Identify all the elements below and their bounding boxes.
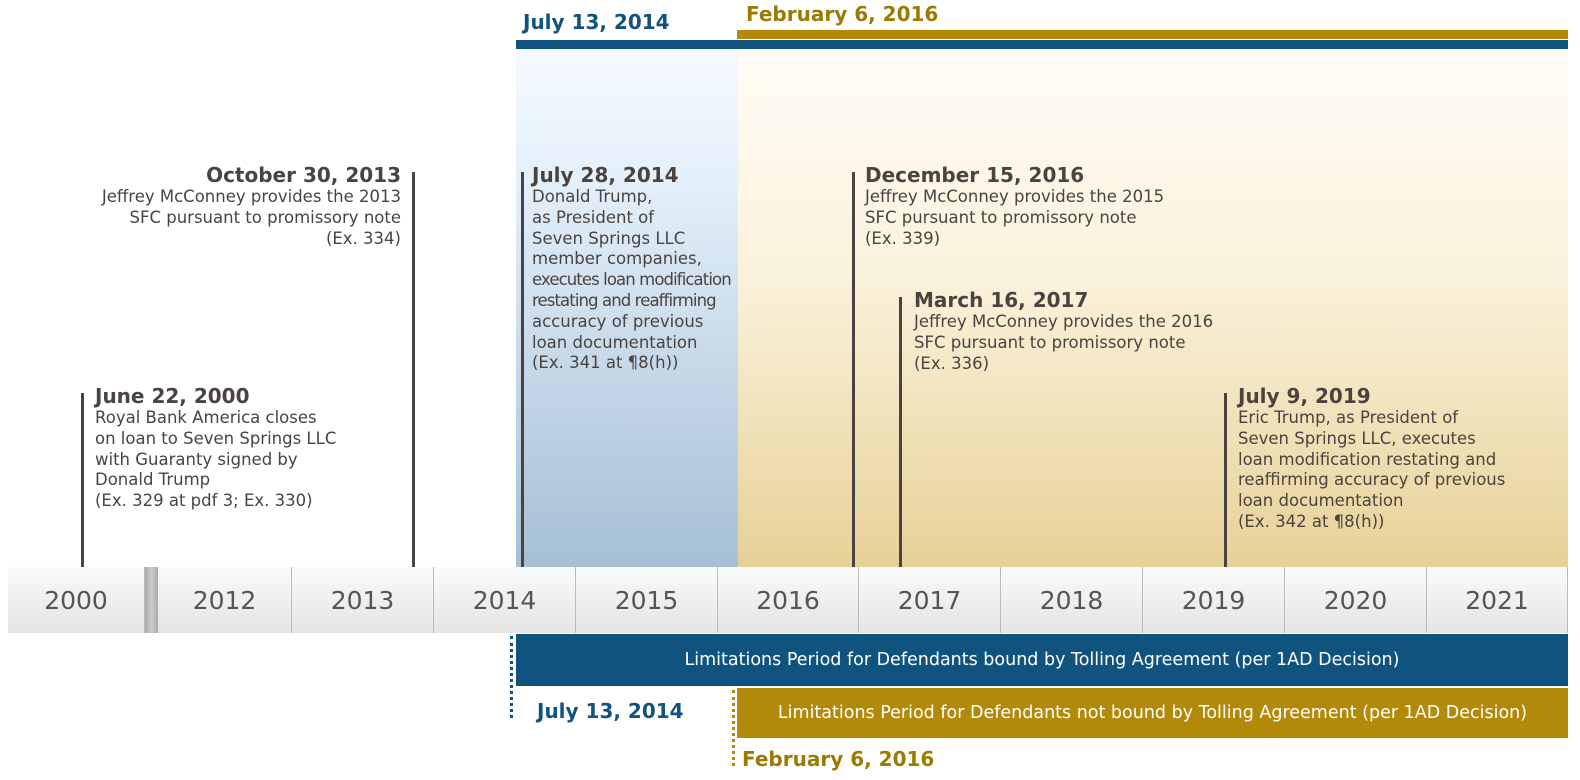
- year-label: 2018: [1001, 567, 1143, 633]
- year-label: 2017: [859, 567, 1001, 633]
- year-label: 2014: [434, 567, 576, 633]
- event-desc: member companies,: [532, 249, 702, 269]
- event-desc: (Ex. 336): [914, 353, 990, 373]
- blue-region: [516, 48, 738, 567]
- event-desc: SFC pursuant to promissory note: [129, 207, 402, 227]
- event-desc: restating and reaffirming: [532, 290, 717, 310]
- event-text: July 9, 2019 Eric Trump, as President of S…: [1238, 384, 1505, 533]
- year-label: 2015: [576, 567, 718, 633]
- event-date: March 16, 2017: [914, 288, 1089, 312]
- event-desc: executes loan modification: [532, 270, 732, 290]
- gold-dotted-line: [732, 690, 735, 766]
- event-desc: accuracy of previous: [532, 311, 704, 331]
- event-desc: (Ex. 342 at ¶8(h)): [1238, 511, 1385, 531]
- gold-period-bar: Limitations Period for Defendants not bo…: [737, 688, 1568, 738]
- event-line: [411, 172, 415, 567]
- gold-top-bar: [737, 30, 1568, 39]
- event-desc: Jeffrey McConney provides the 2013: [101, 187, 401, 206]
- event-text: December 15, 2016 Jeffrey McConney provid…: [865, 163, 1164, 249]
- event-desc: Seven Springs LLC, executes: [1238, 428, 1476, 448]
- event-desc: SFC pursuant to promissory note: [865, 207, 1137, 227]
- event-desc: loan modification restating and: [1238, 449, 1497, 469]
- blue-period-bar: Limitations Period for Defendants bound …: [516, 634, 1568, 686]
- event-desc: (Ex. 329 at pdf 3; Ex. 330): [95, 491, 313, 511]
- event-date: October 30, 2013: [206, 163, 401, 187]
- event-text: March 16, 2017 Jeffrey McConney provides …: [914, 288, 1213, 374]
- event-desc: reaffirming accuracy of previous: [1238, 470, 1506, 490]
- event-desc: Jeffrey McConney provides the 2016: [914, 312, 1214, 331]
- event-desc: (Ex. 341 at ¶8(h)): [532, 353, 679, 373]
- event-desc: (Ex. 339): [865, 228, 941, 248]
- event-line: [851, 172, 855, 567]
- event-text: July 28, 2014 Donald Trump, as President o…: [532, 163, 732, 374]
- year-label: 2019: [1143, 567, 1285, 633]
- event-line: [80, 393, 84, 567]
- event-desc: Jeffrey McConney provides the 2015: [865, 187, 1165, 206]
- event-desc: on loan to Seven Springs LLC: [95, 428, 337, 448]
- year-label: 2012: [158, 567, 292, 633]
- axis-break: [145, 567, 158, 633]
- event-text: October 30, 2013 Jeffrey McConney provide…: [102, 163, 401, 249]
- year-label: 2021: [1427, 567, 1568, 633]
- period-text: Limitations Period for Defendants bound …: [684, 650, 1400, 670]
- event-line: [1223, 393, 1227, 567]
- blue-dotted-line: [510, 636, 513, 718]
- event-desc: Donald Trump,: [532, 187, 653, 206]
- period-date: July 13, 2014: [537, 699, 684, 723]
- event-desc: Donald Trump: [95, 470, 211, 490]
- year-label: 2016: [718, 567, 859, 633]
- event-desc: as President of: [532, 207, 655, 227]
- event-desc: loan documentation: [1238, 491, 1404, 511]
- event-desc: Eric Trump, as President of: [1238, 408, 1459, 427]
- event-line: [520, 172, 524, 567]
- top-marker: February 6, 2016: [746, 2, 939, 26]
- period-text: Limitations Period for Defendants not bo…: [777, 703, 1528, 723]
- blue-top-bar: [516, 40, 1568, 49]
- year-label: 2000: [8, 567, 145, 633]
- year-label: 2020: [1285, 567, 1427, 633]
- top-marker: July 13, 2014: [523, 10, 670, 34]
- event-desc: with Guaranty signed by: [95, 449, 298, 469]
- period-date: February 6, 2016: [742, 747, 935, 771]
- year-label: 2013: [292, 567, 434, 633]
- event-date: December 15, 2016: [865, 163, 1085, 187]
- event-date: July 28, 2014: [532, 163, 679, 187]
- event-desc: Royal Bank America closes: [95, 408, 317, 427]
- event-desc: SFC pursuant to promissory note: [914, 332, 1186, 352]
- event-date: June 22, 2000: [95, 384, 250, 408]
- event-desc: Seven Springs LLC: [532, 228, 686, 248]
- event-desc: (Ex. 334): [325, 228, 401, 248]
- gold-region: [738, 38, 1568, 567]
- event-desc: loan documentation: [532, 332, 698, 352]
- event-text: June 22, 2000 Royal Bank America closes on…: [95, 384, 336, 512]
- event-line: [898, 297, 902, 567]
- event-date: July 9, 2019: [1238, 384, 1371, 408]
